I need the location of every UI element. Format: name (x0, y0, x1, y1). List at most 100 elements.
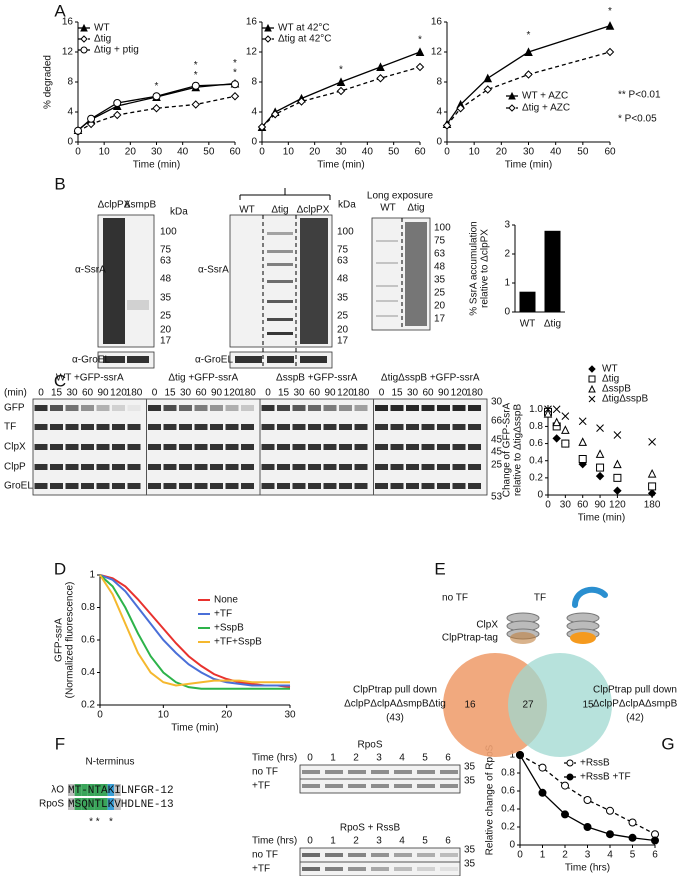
marker (628, 833, 637, 842)
marker (524, 47, 533, 56)
marker-size: 25 (337, 311, 349, 322)
condition-label: no TF (252, 850, 278, 861)
marker (628, 818, 637, 827)
marker (606, 806, 614, 815)
gel-smear (376, 315, 398, 317)
panel-letter: F (55, 734, 65, 753)
gel-smear (375, 424, 388, 430)
gel-smear (417, 867, 435, 871)
y-tick-label: 0.4 (529, 455, 543, 466)
gel-smear (127, 424, 141, 430)
marker (648, 482, 657, 491)
p-value-note: ** P<0.01 (618, 90, 661, 101)
lane-label: WT (239, 205, 255, 216)
kda-label: 35 (464, 776, 476, 787)
x-tick-label: 60 (414, 147, 426, 158)
series-line (99, 574, 290, 687)
x-tick-label: 60 (229, 147, 241, 158)
protein-label: ClpX (476, 620, 498, 631)
marker (257, 122, 267, 132)
panel-letter: G (661, 734, 674, 753)
gel-smear (440, 853, 458, 857)
blot-title: Long exposure (367, 191, 434, 202)
marker (613, 486, 622, 495)
gel-smear (194, 424, 208, 430)
y-axis-label: Relative change of RpoS (485, 744, 496, 855)
marker (152, 92, 161, 101)
sequence-name: λO (51, 785, 64, 796)
kda-label: 30 (491, 397, 503, 408)
venn-right (508, 653, 612, 757)
y-axis-label: relative to ΔtigΔsspB (513, 404, 524, 497)
gel-smear (339, 444, 352, 450)
significance-mark: * (418, 35, 422, 46)
gel-smear (261, 424, 275, 430)
gel-smear (148, 424, 161, 430)
y-tick-label: 0.8 (529, 421, 543, 432)
gel-smear (421, 464, 435, 470)
gel-smear (394, 853, 412, 857)
kda-label: kDa (338, 200, 356, 211)
gel-smear (371, 770, 389, 774)
x-tick-label: 30 (335, 147, 347, 158)
time-label: 15 (391, 388, 403, 399)
marker-size: 20 (160, 325, 172, 336)
marker (376, 74, 385, 83)
gel-smear (394, 867, 412, 871)
marker (152, 104, 161, 113)
lane-label: WT (380, 203, 396, 214)
time-label: 0 (38, 388, 44, 399)
substrate-icon (510, 632, 536, 644)
kda-label: 45 (491, 447, 503, 458)
marker-size: 35 (337, 293, 349, 304)
gel-smear (376, 240, 398, 242)
legend-marker (264, 35, 272, 43)
gel-smear (292, 444, 306, 450)
time-label: 5 (422, 836, 428, 847)
lane-label: ΔsmpB (124, 200, 157, 211)
marker (113, 99, 122, 107)
residue-box (107, 784, 115, 796)
protein-label: TF (4, 422, 16, 433)
marker (613, 459, 622, 469)
gel-smear (323, 464, 337, 470)
gel-smear (261, 464, 275, 470)
marker (583, 823, 592, 831)
y-tick-label: 0.4 (501, 804, 515, 815)
marker (297, 97, 306, 106)
x-axis-label: Time (min) (505, 160, 552, 171)
time-label: 15 (164, 388, 176, 399)
marker (561, 412, 570, 420)
panel-letter: A (54, 1, 66, 20)
significance-mark: * (339, 65, 343, 76)
residue-box (101, 784, 108, 796)
legend-label: +TF (214, 609, 232, 620)
marker (442, 121, 452, 130)
gel-smear (323, 405, 337, 411)
gel-smear (375, 444, 388, 450)
antibody-label: α-SsrA (75, 265, 106, 276)
x-tick-label: 10 (99, 147, 111, 158)
gel-smear (300, 218, 328, 344)
time-label: 0 (152, 388, 158, 399)
marker (606, 830, 614, 839)
marker-size: 75 (434, 236, 446, 247)
gel-smear (241, 444, 254, 450)
gel-smear (339, 483, 352, 489)
gel-smear (96, 405, 110, 411)
marker (595, 449, 605, 458)
legend-marker (508, 104, 516, 112)
time-label: 30 (293, 388, 305, 399)
gel-smear (225, 405, 239, 411)
x-axis-label: Time (min) (317, 160, 364, 171)
gel-smear (421, 405, 435, 411)
x-tick-label: 60 (604, 147, 616, 158)
marker (605, 21, 615, 30)
protein-label: GroEL (4, 481, 33, 492)
legend-label: ΔtigΔsspB (602, 394, 648, 405)
y-tick-label: 1.0 (529, 404, 543, 415)
gel-smear (194, 405, 208, 411)
gel-smear (163, 405, 177, 411)
marker (543, 408, 553, 418)
y-tick-label: 12 (62, 47, 74, 58)
